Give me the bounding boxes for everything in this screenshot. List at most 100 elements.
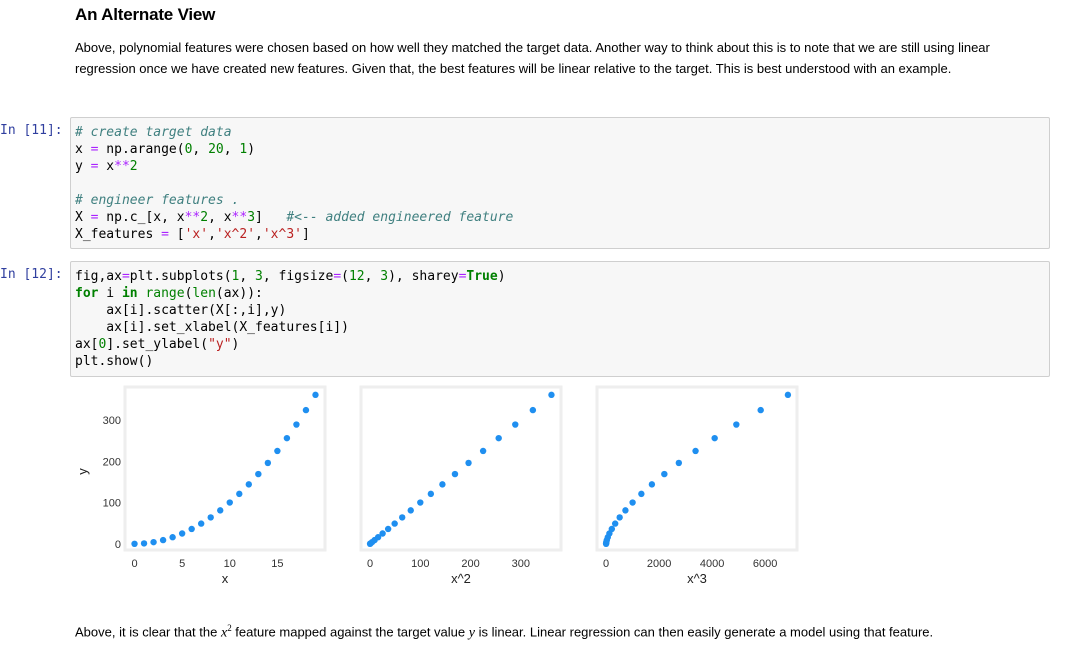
scatter-point	[529, 406, 537, 414]
conclusion-paragraph: Above, it is clear that the x2 feature m…	[75, 618, 1050, 644]
scatter-point	[548, 391, 555, 399]
scatter-point	[226, 499, 233, 506]
code-token: scatter(X[:,i],y)	[153, 303, 287, 318]
code-token: 12	[348, 269, 365, 284]
cell-prompt-12: In [12]:	[0, 267, 63, 282]
code-token: ].set_ylabel(	[106, 337, 209, 352]
code-token: =	[90, 142, 99, 157]
scatter-point	[379, 530, 386, 537]
scatter-point	[264, 459, 272, 467]
scatter-point	[407, 507, 414, 514]
scatter-point	[675, 459, 683, 467]
code-token: 2	[129, 159, 138, 174]
code-token: for	[75, 286, 99, 301]
scatter-point	[465, 459, 472, 467]
code-line: X = np.c_[x, x**2, x**3] #<-- added engi…	[75, 209, 513, 226]
code-token: 1	[231, 269, 240, 284]
scatter-point	[427, 490, 435, 498]
code-line: fig,ax=plt.subplots(1, 3, figsize=(12, 3…	[75, 268, 506, 285]
scatter-point	[648, 481, 656, 488]
math-x: x	[220, 625, 228, 641]
code-token: X_features	[75, 227, 162, 242]
scatter-point	[188, 525, 195, 533]
code-line: x = np.arange(0, 20, 1)	[75, 141, 513, 158]
intro-paragraph: Above, polynomial features were chosen b…	[75, 40, 990, 76]
scatter-point	[692, 447, 699, 455]
code-token: , figsize	[262, 269, 334, 284]
code-token: in	[121, 286, 138, 301]
code-token: ax[	[75, 337, 99, 352]
code-token: True	[466, 269, 498, 284]
x-tick-label: 300	[512, 558, 530, 570]
x-tick-label: 15	[271, 558, 283, 570]
scatter-point	[312, 391, 319, 399]
code-line: y = x**2	[75, 158, 513, 175]
conclusion-text-1: Above, it is clear that the	[75, 624, 221, 640]
code-token: 0	[184, 142, 193, 157]
conclusion-text-3: is linear. Linear regression can then ea…	[474, 624, 934, 640]
scatter-point	[629, 499, 636, 506]
scatter-point	[399, 514, 406, 521]
code-token: # create target data	[75, 125, 232, 140]
scatter-point	[391, 520, 398, 527]
y-tick-label: 100	[103, 498, 121, 510]
scatter-point	[757, 406, 764, 414]
scatter-point	[608, 525, 616, 533]
code-token: ), sharey	[388, 269, 459, 284]
code-token: ,	[208, 227, 216, 242]
code-token: )	[231, 337, 240, 352]
y-tick-label: 0	[115, 539, 121, 551]
scatter-point	[384, 525, 392, 533]
code-token: , x	[208, 210, 232, 225]
code-editor[interactable]: fig,ax=plt.subplots(1, 3, figsize=(12, 3…	[75, 268, 506, 370]
x-tick-label: 5	[179, 558, 185, 570]
x-axis-label: x	[222, 571, 229, 586]
code-token: =	[90, 210, 99, 225]
code-cell-12[interactable]: fig,ax=plt.subplots(1, 3, figsize=(12, 3…	[70, 261, 1050, 377]
code-token: y	[75, 159, 91, 174]
code-token: ,	[239, 269, 256, 284]
code-line: ax[i].set_xlabel(X_features[i])	[75, 319, 506, 336]
code-token: np.arange(	[98, 142, 185, 157]
code-cell-11[interactable]: # create target data x = np.arange(0, 20,…	[70, 117, 1050, 249]
code-token: ]	[255, 210, 287, 225]
scatter-point	[439, 481, 446, 488]
scatter-point	[611, 520, 619, 527]
code-line	[75, 175, 513, 192]
code-token: 0	[98, 337, 107, 352]
code-token: 'x^3'	[262, 227, 302, 242]
subplot-3: 0 2000 4000 6000 x^3	[595, 385, 799, 586]
cell-prompt-11: In [11]:	[0, 123, 63, 138]
code-token: [	[168, 227, 185, 242]
code-token: range	[145, 286, 185, 301]
y-tick-label: 200	[103, 456, 121, 468]
code-token: fig,ax	[75, 269, 122, 284]
scatter-point	[217, 507, 224, 514]
subplot-1: 0 5 10 15 0 100 200 300 x y	[75, 385, 327, 586]
axes-frame	[595, 385, 799, 552]
x-tick-label: 0	[603, 558, 609, 570]
y-tick-label: 300	[103, 415, 121, 427]
scatter-point	[512, 421, 519, 428]
scatter-point	[711, 434, 718, 442]
x-tick-label: 0	[367, 558, 373, 570]
code-token: ,	[364, 269, 381, 284]
x-tick-label: 6000	[753, 558, 777, 570]
code-token: x	[75, 142, 91, 157]
code-line: for i in range(len(ax)):	[75, 285, 506, 302]
scatter-point	[283, 434, 291, 442]
code-token: ,	[255, 227, 263, 242]
code-token: 3	[247, 210, 256, 225]
code-token: ax[i].set_xlabel(X_features[i])	[75, 320, 349, 335]
scatter-point	[131, 540, 138, 548]
code-token: i	[98, 286, 122, 301]
code-token: =	[161, 227, 169, 242]
code-token: len	[192, 286, 216, 301]
code-token: 'x'	[184, 227, 209, 242]
x-axis-label: x^2	[451, 571, 471, 586]
scatter-point	[417, 499, 424, 506]
code-editor[interactable]: # create target data x = np.arange(0, 20,…	[75, 124, 513, 243]
y-axis-label: y	[75, 468, 90, 475]
axes-frame	[123, 385, 327, 552]
scatter-point	[274, 447, 281, 455]
